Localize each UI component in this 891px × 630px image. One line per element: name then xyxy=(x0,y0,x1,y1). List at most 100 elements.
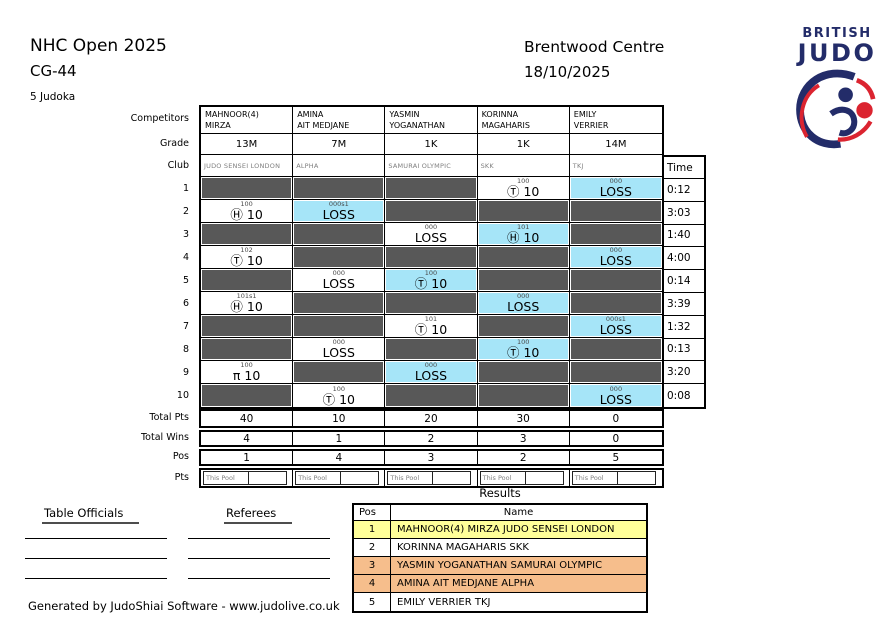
score-result: Ⓣ 10 xyxy=(507,345,540,360)
match-number: 5 xyxy=(182,275,189,286)
result-name: KORINNA MAGAHARIS SKK xyxy=(391,539,646,557)
match-number: 9 xyxy=(182,367,189,378)
pos-cell: 2 xyxy=(478,451,570,464)
logo-text-british: BRITISH xyxy=(802,26,872,41)
this-pool-box: This Pool xyxy=(479,471,526,485)
total-wins-cell: 4 xyxy=(201,432,294,445)
match-time: 0:13 xyxy=(664,339,704,362)
competitor-last-name: VERRIER xyxy=(573,121,609,130)
result-pos: 5 xyxy=(354,593,391,611)
score-result: Ⓣ 10 xyxy=(414,322,448,337)
total-pts-cell: 20 xyxy=(385,411,478,426)
club-cell: TKJ xyxy=(569,155,662,177)
grade-cell: 14M xyxy=(569,134,662,155)
pts-blank-box xyxy=(340,471,380,485)
score-result: Ⓣ 10 xyxy=(507,184,540,199)
match-cell-unused xyxy=(293,246,386,269)
match-cell-unused xyxy=(477,384,570,407)
score-code: 100 xyxy=(240,361,253,369)
match-cell-unused xyxy=(201,223,294,246)
pts-blank-box xyxy=(248,471,287,485)
pts-cell: This Pool xyxy=(201,470,294,486)
match-cell-blue: 000 LOSS xyxy=(477,292,570,315)
grade-cell: 7M xyxy=(293,134,386,155)
title-block: NHC Open 2025 CG-44 5 Judoka xyxy=(30,36,167,104)
score-code: 101s1 xyxy=(236,292,257,300)
score-result: LOSS xyxy=(414,230,448,245)
match-cell-unused xyxy=(201,269,294,292)
total-pts-cell: 0 xyxy=(612,412,620,425)
grade-cell: 13M xyxy=(201,134,294,155)
score-result: π 10 xyxy=(232,368,261,383)
match-time: 3:20 xyxy=(664,361,704,385)
match-time: 1:32 xyxy=(664,316,704,339)
match-number: 3 xyxy=(182,229,189,240)
match-cell-unused xyxy=(385,384,478,407)
results-title: Results xyxy=(479,486,521,500)
this-pool-box: This Pool xyxy=(387,471,434,485)
match-cell-white: 102 Ⓣ 10 xyxy=(201,246,294,269)
label-grade: Grade xyxy=(160,138,189,149)
label-club: Club xyxy=(167,160,189,171)
total-pts-cell: 10 xyxy=(293,411,386,426)
label-competitors: Competitors xyxy=(130,113,189,124)
pts-cell: This Pool xyxy=(478,470,570,486)
match-number: 10 xyxy=(176,390,189,401)
total-pts-row: 40 10 20 30 0 xyxy=(199,409,664,428)
event-title: NHC Open 2025 xyxy=(30,36,167,56)
signature-line xyxy=(188,578,330,579)
match-cell-white: 000 LOSS xyxy=(385,223,478,246)
signature-line xyxy=(25,558,167,559)
score-code: 102 xyxy=(240,246,253,254)
match-cell-unused xyxy=(477,246,570,269)
match-cell-blue: 100 Ⓣ 10 xyxy=(477,338,570,361)
match-cell-white: 000 LOSS xyxy=(293,338,386,361)
score-code: 000 xyxy=(332,338,345,346)
match-number: 8 xyxy=(182,344,189,355)
result-name: YASMIN YOGANATHAN SAMURAI OLYMPIC xyxy=(391,557,646,575)
score-result: LOSS xyxy=(599,391,632,407)
match-number: 6 xyxy=(182,298,189,309)
score-result: LOSS xyxy=(322,345,355,360)
score-code: 000s1 xyxy=(328,200,349,208)
match-cell-white: 100 Ⓗ 10 xyxy=(201,200,294,223)
match-cell-blue: 000 LOSS xyxy=(569,384,662,407)
event-date: 18/10/2025 xyxy=(524,63,611,81)
club-cell: SAMURAI OLYMPIC xyxy=(385,155,478,177)
pts-cell: This Pool xyxy=(570,470,662,486)
result-pos: 2 xyxy=(354,539,391,557)
competitor-last-name: MAGAHARIS xyxy=(481,121,530,130)
score-code: 101 xyxy=(424,315,438,323)
match-cell-unused xyxy=(569,338,662,361)
software-credit: Generated by JudoShiai Software - www.ju… xyxy=(28,599,340,613)
total-wins-cell: 3 xyxy=(478,432,570,445)
score-result: LOSS xyxy=(599,184,632,199)
score-result: Ⓣ 10 xyxy=(414,276,448,291)
result-name: EMILY VERRIER TKJ xyxy=(397,596,491,608)
result-pos: 4 xyxy=(354,575,391,593)
match-cell-white: 100 Ⓣ 10 xyxy=(477,177,570,200)
total-wins-cell: 2 xyxy=(385,432,478,445)
match-cell-white: 101 Ⓣ 10 xyxy=(385,315,478,338)
score-result: LOSS xyxy=(322,276,355,291)
score-code: 000 xyxy=(516,292,530,300)
match-number: 1 xyxy=(182,183,189,194)
score-code: 101 xyxy=(516,223,530,231)
british-judo-logo: BRITISH JUDO xyxy=(786,27,888,160)
score-result: LOSS xyxy=(322,207,355,222)
club-cell: JUDO SENSEI LONDON xyxy=(201,155,294,177)
match-number: 4 xyxy=(182,252,189,263)
score-code: 100 xyxy=(332,384,345,393)
grade-cell: 1K xyxy=(385,134,478,155)
score-result: LOSS xyxy=(599,322,632,337)
pts-blank-box xyxy=(616,471,656,485)
pool-table: MAHNOOR(4) MIRZA AMINA AIT MEDJANE YASMIN Y… xyxy=(199,105,664,409)
club-cell: ALPHA xyxy=(293,155,386,177)
pos-row: 1 4 3 2 5 xyxy=(199,449,664,466)
match-cell-unused xyxy=(477,200,570,223)
match-cell-unused xyxy=(569,269,662,292)
match-cell-unused xyxy=(569,361,662,384)
score-result: Ⓣ 10 xyxy=(230,253,263,268)
match-cell-white: 000 LOSS xyxy=(293,269,386,292)
club-cell: SKK xyxy=(477,155,570,177)
